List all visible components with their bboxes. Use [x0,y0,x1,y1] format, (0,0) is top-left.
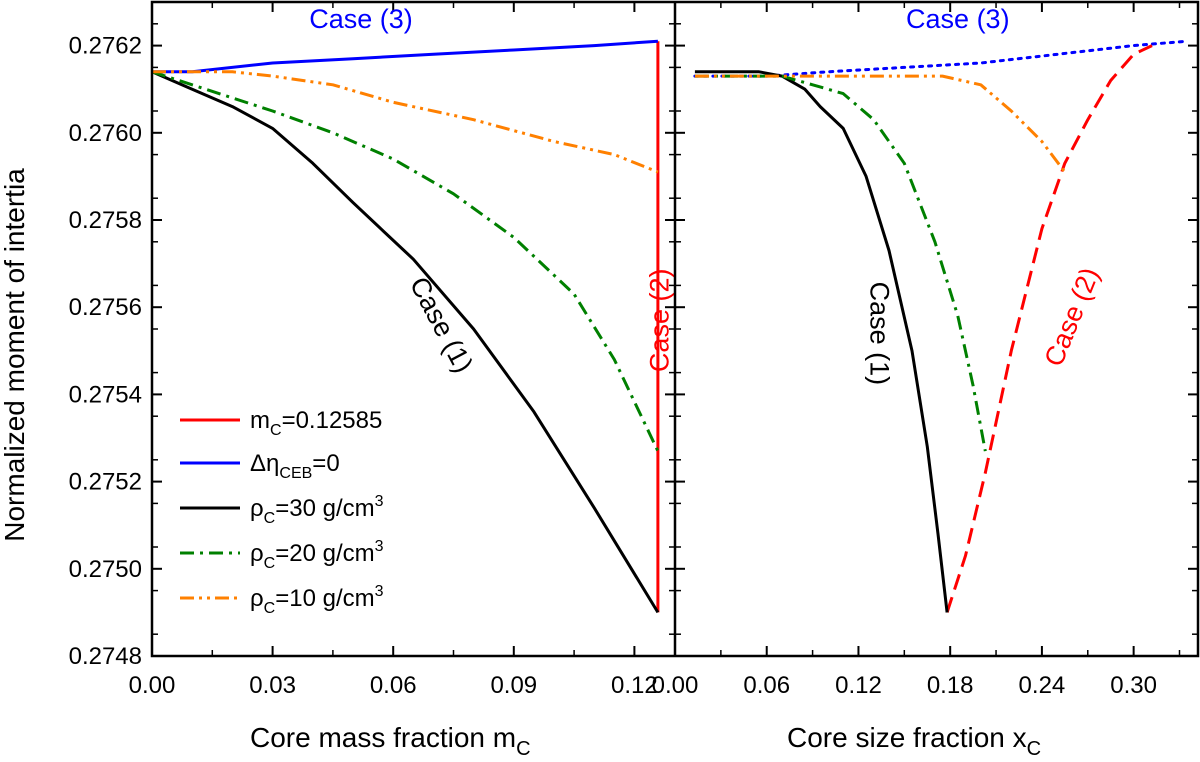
legend-item: ρC=20 g/cm3 [180,538,384,572]
legend-label-rest: =0 [312,450,339,477]
legend-item: ρC=30 g/cm3 [180,493,384,527]
legend-label-main: ρ [250,540,264,567]
case-annotation: Case (2) [645,269,675,373]
y-tick-label: 0.2750 [69,556,142,583]
x-axis-title-right-sub: C [1027,738,1041,760]
y-tick-label: 0.2748 [69,643,142,670]
case-annotation: Case (3) [906,4,1010,34]
x-tick-label: 0.06 [370,672,417,699]
legend-label-main: ρ [250,585,264,612]
x-axis-title-right-main: Core size fraction x [787,722,1027,753]
y-tick-label: 0.2758 [69,207,142,234]
legend-label: ρC=30 g/cm3 [250,493,384,527]
legend-label-main: Δη [250,450,279,477]
x-axis-title-right: Core size fraction xC [787,722,1041,760]
y-tick-label: 0.2762 [69,33,142,60]
legend-label-rest: =10 g/cm [275,585,374,612]
legend-item: mC=0.12585 [180,407,382,439]
y-tick-label: 0.2756 [69,294,142,321]
legend-item: ρC=10 g/cm3 [180,583,384,617]
legend-label-sup: 3 [375,538,384,555]
x-tick-label: 0.12 [835,672,882,699]
x-tick-label: 0.09 [490,672,537,699]
legend-label-sub: CEB [279,465,312,482]
case-annotation: Case (1) [865,282,895,386]
legend-label-sub: C [264,600,276,617]
legend-label-sub: C [264,555,276,572]
legend-label-sub: C [264,510,276,527]
series-line [694,74,987,452]
y-tick-label: 0.2752 [69,469,142,496]
x-axis-title-left: Core mass fraction mC [250,722,531,760]
x-tick-label: 0.00 [652,672,699,699]
x-tick-label: 0.18 [927,672,974,699]
legend-label: ρC=10 g/cm3 [250,583,384,617]
legend-label: mC=0.12585 [250,407,382,439]
x-tick-label: 0.06 [743,672,790,699]
series-line [693,39,1189,78]
x-tick-label: 0.03 [249,672,296,699]
series-line [945,44,1153,613]
legend-item: ΔηCEB=0 [180,450,340,482]
legend-label-rest: =20 g/cm [275,540,374,567]
x-axis-title-left-sub: C [516,738,530,760]
y-tick-label: 0.2760 [69,120,142,147]
legend-label-main: m [250,407,270,434]
case-annotation: Case (1) [404,272,479,377]
y-axis-title: Normalized moment of intertia [0,168,30,542]
case-annotation: Case (2) [1038,263,1105,370]
legend: mC=0.12585 ΔηCEB=0 ρC=30 g/cm3 ρC=20 g/c… [180,407,384,617]
legend-label: ρC=20 g/cm3 [250,538,384,572]
legend-label-sub: C [270,422,282,439]
legend-label-rest: =0.12585 [282,407,383,434]
series-line [151,70,660,614]
series-line [152,39,659,74]
series-line [152,70,659,174]
legend-label-main: ρ [250,495,264,522]
legend-label: ΔηCEB=0 [250,450,340,482]
legend-label-sup: 3 [375,493,384,510]
x-tick-label: 0.12 [611,672,658,699]
series-line [694,74,1066,173]
y-tick-label: 0.2754 [69,381,142,408]
x-tick-label: 0.30 [1110,672,1157,699]
legend-label-sup: 3 [375,583,384,600]
case-annotation: Case (3) [309,4,413,34]
plots-layer: 0.2748 0.2750 0.2752 0.2754 0.2756 0.2758 0.27… [69,2,1198,699]
x-tick-label: 0.00 [129,672,176,699]
legend-label-rest: =30 g/cm [275,495,374,522]
series-line [694,70,949,613]
x-axis-title-left-main: Core mass fraction m [250,722,516,753]
series-line [151,70,660,452]
x-tick-label: 0.24 [1019,672,1066,699]
